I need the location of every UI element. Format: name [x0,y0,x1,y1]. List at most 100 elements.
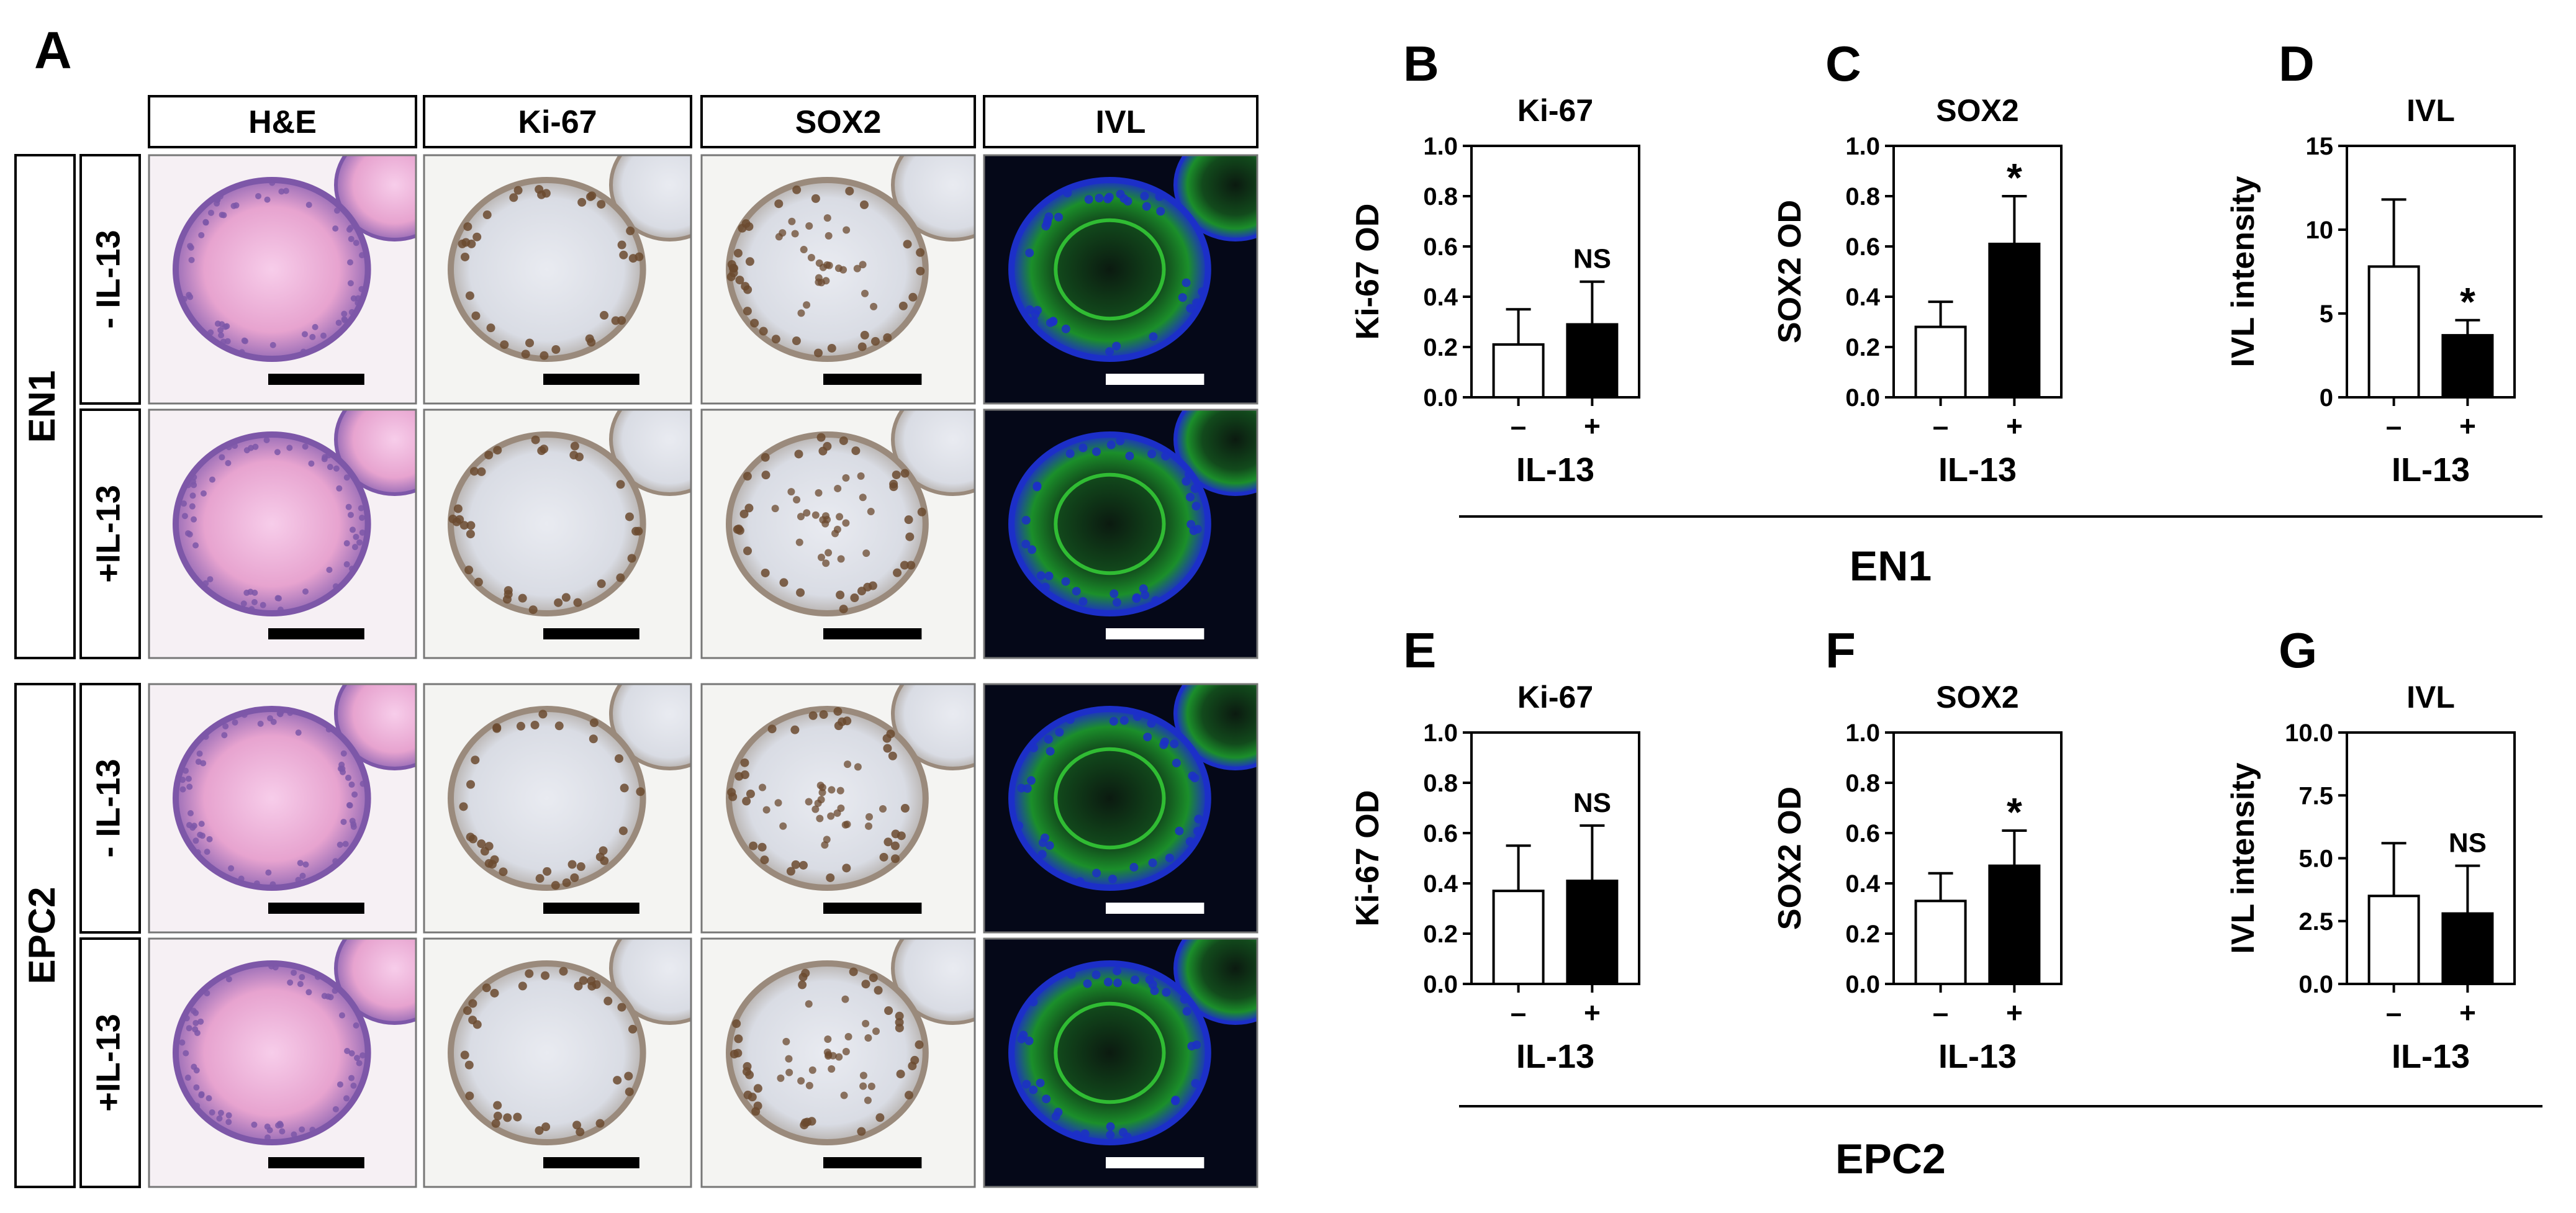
nucleus [486,323,495,333]
micrograph [423,683,692,934]
nucleus [592,980,601,989]
nucleus [837,804,845,812]
y-axis-label: SOX2 OD [1772,200,1808,343]
scale-bar [823,1157,922,1168]
nucleus [460,1050,469,1060]
y-tick-label: 0.6 [1423,233,1458,261]
bar-il13 [2441,334,2494,399]
nucleus [194,1103,201,1109]
y-tick-label: 5.0 [2298,845,2333,873]
nucleus [248,606,255,613]
nucleus [264,1134,271,1141]
nucleus [777,1074,785,1082]
nucleus [628,1024,638,1034]
nucleus [915,1040,924,1049]
nucleus [734,772,744,781]
nucleus [1036,1078,1045,1088]
nucleus [240,600,247,607]
nucleus [579,976,588,985]
nucleus [841,995,849,1003]
micrograph-border [700,154,976,405]
nucleus [815,274,823,282]
nucleus [264,196,271,203]
nucleus [348,1075,355,1081]
nucleus [541,189,551,198]
nucleus [821,841,829,849]
nucleus [277,606,284,613]
nucleus [835,1053,843,1061]
nucleus [187,810,194,817]
nucleus [879,805,887,813]
nucleus [198,232,205,238]
nucleus [350,295,357,302]
nucleus [278,188,285,195]
nucleus [228,865,235,872]
nucleus [191,823,197,829]
nucleus [222,723,229,730]
nucleus [1105,347,1114,356]
nucleus [356,1060,363,1066]
nucleus [308,460,315,467]
nucleus [1191,1079,1200,1088]
nucleus [888,751,897,760]
nucleus [1065,449,1075,458]
nucleus [1123,197,1132,206]
micrograph-border [148,154,417,405]
bar-il13 [2441,912,2494,985]
nucleus [823,214,831,222]
nucleus [616,573,625,582]
y-axis-label: Ki-67 OD [1350,790,1386,927]
plot-frame [1892,731,2063,985]
nucleus [353,1022,359,1029]
nucleus [898,301,908,310]
nucleus [1143,733,1152,742]
nucleus [1021,515,1031,525]
nucleus [833,706,843,716]
organoid-neighbor [1173,155,1257,241]
nucleus [857,342,867,351]
nucleus [1080,1129,1090,1139]
nucleus [320,332,327,339]
nucleus [221,732,228,739]
nucleus [484,450,494,459]
nucleus [861,980,870,989]
nucleus [535,185,544,194]
nucleus [459,802,468,811]
nucleus [335,319,342,326]
nucleus [301,331,308,338]
x-tick-label: + [1584,996,1601,1029]
nucleus [302,588,309,595]
nucleus [617,1003,626,1012]
nucleus [270,718,277,725]
nucleus [541,971,550,980]
nucleus [576,862,585,872]
organoid-neighbor [1173,410,1257,496]
micrograph [700,683,976,934]
y-tick-label: 0.2 [1423,334,1458,361]
nucleus [840,1091,848,1099]
nucleus [518,593,527,603]
nucleus [351,544,358,551]
nucleus [333,465,340,472]
nucleus [577,197,587,207]
nucleus [453,504,463,513]
nucleus [516,721,525,731]
chart-title: Ki-67 [1517,680,1593,715]
nucleus [746,789,755,798]
nucleus [743,1062,752,1071]
nucleus [186,1025,192,1032]
nucleus [562,878,571,887]
epc2-group-label: EPC2 [1835,1135,1946,1183]
nucleus [260,602,266,608]
panel-letter: C [1825,36,1861,91]
nucleus [181,513,188,520]
micrograph-border [983,937,1259,1188]
nucleus [774,199,784,209]
nucleus [503,1113,512,1122]
panel-letter: E [1403,623,1436,678]
panel-letter: G [2279,623,2317,678]
nucleus [343,540,350,547]
nucleus [795,538,803,546]
nucleus [859,261,867,269]
organoid [448,960,646,1145]
